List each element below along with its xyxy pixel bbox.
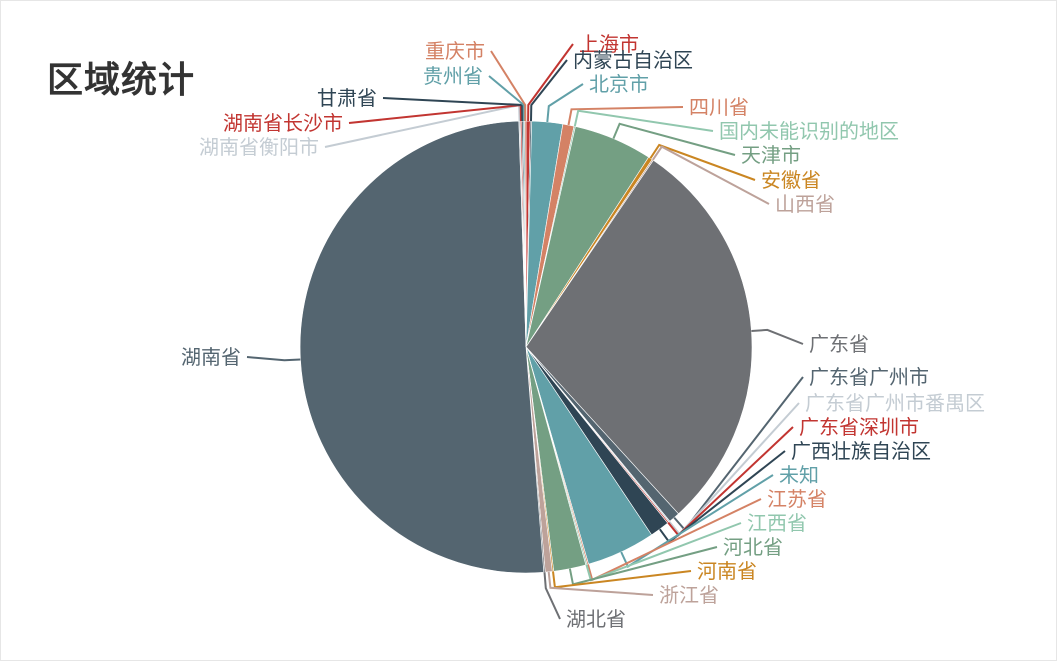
leader-line-slice-1 — [530, 59, 568, 122]
slice-label-slice-9: 广东省广州市 — [809, 365, 929, 389]
leader-line-slice-7 — [651, 145, 770, 205]
slice-label-slice-17: 河南省 — [697, 559, 757, 583]
leader-line-slice-18 — [547, 571, 654, 596]
slice-label-slice-14: 江苏省 — [767, 487, 827, 511]
slice-label-slice-3: 四川省 — [689, 95, 749, 119]
slice-label-slice-0: 上海市 — [579, 32, 639, 56]
slice-label-slice-20: 湖南省 — [181, 345, 241, 369]
slice-label-slice-21: 湖南省衡阳市 — [199, 135, 319, 159]
slice-label-slice-2: 北京市 — [589, 72, 649, 96]
slice-label-slice-15: 江西省 — [747, 511, 807, 535]
slice-label-slice-25: 重庆市 — [425, 39, 485, 63]
leader-line-slice-20 — [246, 356, 301, 362]
slice-label-slice-23: 甘肃省 — [317, 86, 377, 110]
pie-labels: 上海市内蒙古自治区北京市四川省国内未能识别的地区天津市安徽省山西省广东省广东省广… — [181, 32, 985, 631]
slice-label-slice-10: 广东省广州市番禺区 — [805, 391, 985, 415]
slice-label-slice-8: 广东省 — [809, 332, 869, 356]
slice-label-slice-1: 内蒙古自治区 — [573, 48, 693, 72]
leader-line-slice-8 — [751, 328, 804, 345]
leader-line-slice-24 — [488, 75, 525, 122]
pie-slices — [299, 120, 753, 574]
leader-line-slice-19 — [543, 572, 561, 620]
slice-label-slice-16: 河北省 — [723, 535, 783, 559]
pie-slice-8[interactable] — [525, 159, 753, 515]
leader-line-slice-0 — [527, 43, 574, 122]
slice-label-slice-11: 广东省深圳市 — [799, 415, 919, 439]
slice-label-slice-18: 浙江省 — [659, 583, 719, 607]
slice-label-slice-13: 未知 — [779, 463, 819, 487]
slice-label-slice-4: 国内未能识别的地区 — [719, 119, 899, 143]
slice-label-slice-24: 贵州省 — [423, 64, 483, 88]
leader-line-slice-6 — [649, 143, 756, 181]
chart-title: 区域统计 — [47, 60, 196, 101]
leader-line-slice-5 — [612, 122, 736, 156]
slice-label-slice-5: 天津市 — [741, 143, 801, 167]
slice-label-slice-22: 湖南省长沙市 — [223, 111, 343, 135]
pie-slice-20[interactable] — [299, 120, 545, 574]
leader-line-slice-25 — [490, 50, 527, 122]
slice-label-slice-19: 湖北省 — [566, 607, 626, 631]
slice-label-slice-7: 山西省 — [775, 192, 835, 216]
leader-line-slice-2 — [546, 83, 584, 123]
slice-label-slice-12: 广西壮族自治区 — [791, 439, 931, 463]
slice-label-slice-6: 安徽省 — [761, 168, 821, 192]
leader-line-slice-3 — [567, 106, 684, 126]
leader-line-slice-4 — [573, 109, 714, 132]
